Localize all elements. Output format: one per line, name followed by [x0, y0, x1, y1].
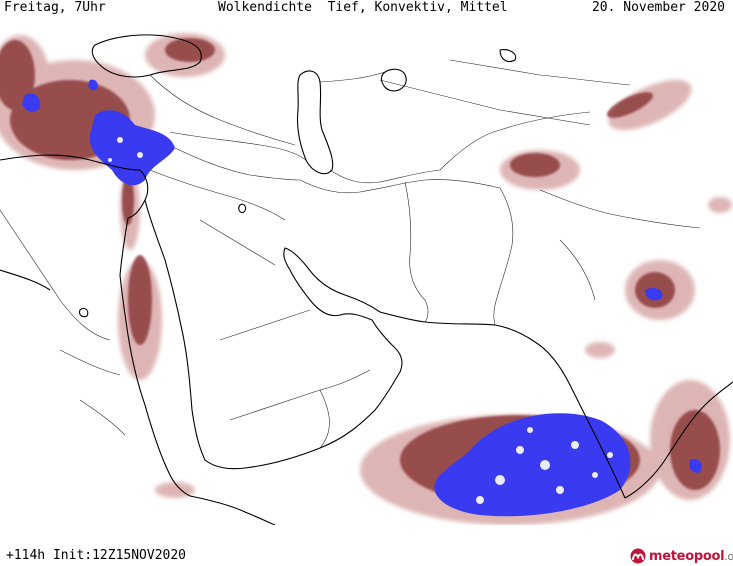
logo-brand: meteopool — [649, 548, 725, 564]
cloud-layer-dense — [22, 79, 702, 517]
forecast-day-time: Freitag, 7Uhr — [4, 0, 106, 15]
forecast-date: 20. November 2020 — [591, 0, 725, 15]
meteopool-logo[interactable]: meteopool.org — [630, 546, 733, 566]
cloud-gaps — [108, 137, 613, 504]
model-run-info: +114h Init:12Z15NOV2020 — [6, 548, 187, 563]
logo-text: meteopool.org — [649, 549, 733, 564]
map-title: Wolkendichte Tief, Konvektiv, Mittel — [218, 0, 508, 15]
logo-suffix: .org — [724, 549, 733, 563]
country-borders — [0, 59, 701, 449]
cloud-density-map — [0, 20, 733, 525]
meteopool-logo-icon — [630, 548, 646, 564]
coastlines — [0, 34, 733, 525]
